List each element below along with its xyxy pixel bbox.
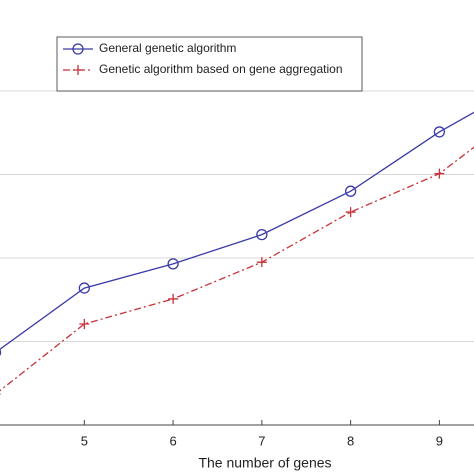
point xyxy=(256,257,267,268)
x-tick-label: 9 xyxy=(436,433,443,448)
series-line xyxy=(0,111,474,350)
point xyxy=(168,293,179,304)
legend-label: General genetic algorithm xyxy=(99,41,236,55)
point xyxy=(0,348,2,356)
point xyxy=(434,168,445,179)
point xyxy=(167,258,179,270)
x-axis-label: The number of genes xyxy=(198,455,331,471)
x-tick-label: 7 xyxy=(258,433,265,448)
x-tick-label: 8 xyxy=(347,433,354,448)
legend-marker xyxy=(73,65,83,75)
legend-label: Genetic algorithm based on gene aggregat… xyxy=(99,62,343,76)
point xyxy=(433,126,446,138)
point xyxy=(344,185,357,197)
legend-box xyxy=(56,36,363,92)
x-tick-label: 5 xyxy=(81,433,88,448)
point xyxy=(79,318,90,329)
point xyxy=(78,282,90,294)
x-tick-label: 6 xyxy=(169,433,176,448)
point xyxy=(256,228,268,241)
legend-marker xyxy=(72,43,84,55)
point xyxy=(345,207,356,218)
